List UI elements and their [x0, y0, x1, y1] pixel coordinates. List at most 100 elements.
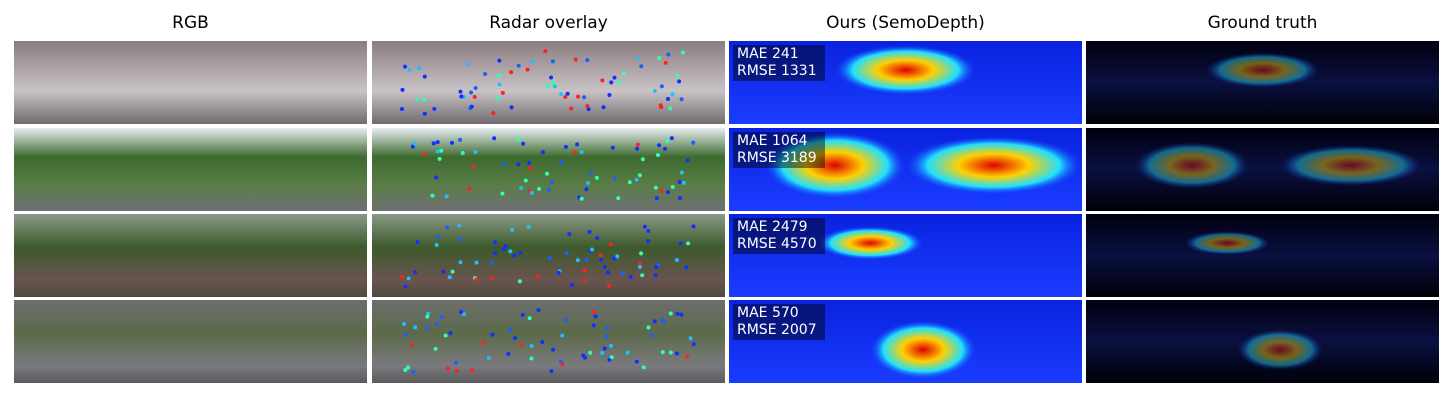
radar-point — [413, 325, 418, 330]
radar-point — [413, 141, 418, 146]
radar-point — [520, 313, 525, 318]
radar-point — [492, 136, 497, 141]
radar-point — [509, 70, 514, 75]
radar-point — [425, 314, 430, 319]
radar-point — [512, 253, 517, 258]
gt-blob — [1184, 231, 1270, 255]
radar-point — [634, 177, 639, 182]
gt-blob — [1135, 142, 1249, 189]
radar-point — [509, 105, 514, 110]
rmse-label: RMSE 2007 — [737, 322, 817, 338]
radar-point — [590, 247, 595, 252]
radar-point — [457, 223, 462, 228]
radar-point — [496, 96, 501, 101]
radar-point — [547, 256, 552, 261]
gt-blob — [1206, 52, 1319, 88]
radar-point — [640, 273, 645, 278]
radar-point — [469, 90, 474, 95]
radar-point — [612, 75, 617, 80]
radar-point — [609, 343, 614, 348]
radar-point — [688, 336, 693, 341]
radar-point — [490, 275, 495, 280]
radar-point — [679, 312, 684, 317]
radar-point — [659, 84, 664, 89]
radar-point — [407, 67, 412, 72]
column-title: RGB — [172, 13, 209, 33]
radar-point — [552, 84, 557, 89]
radar-point — [529, 344, 534, 349]
radar-point — [560, 362, 565, 367]
radar-point — [666, 52, 671, 57]
radar-point — [564, 250, 569, 255]
radar-point — [431, 141, 436, 146]
radar-point — [473, 150, 478, 155]
radar-point — [492, 240, 497, 245]
radar-point — [642, 224, 647, 229]
radar-point — [469, 104, 474, 109]
radar-point — [679, 97, 684, 102]
radar-point — [637, 173, 642, 178]
radar-point — [680, 50, 685, 55]
radar-point — [601, 105, 606, 110]
radar-point — [582, 268, 587, 273]
radar-point — [586, 180, 591, 185]
depth-blob — [817, 226, 924, 260]
radar-point — [508, 249, 513, 254]
radar-point — [653, 185, 658, 190]
radar-point — [595, 235, 600, 240]
radar-point — [474, 277, 479, 282]
radar-point — [523, 178, 528, 183]
radar-point — [425, 326, 430, 331]
radar-point — [493, 250, 498, 255]
radar-point — [646, 239, 651, 244]
radar-point — [435, 321, 440, 326]
radar-point — [489, 260, 494, 265]
radar-point — [491, 111, 496, 116]
radar-point — [403, 333, 408, 338]
radar-point — [585, 103, 590, 108]
radar-point — [610, 145, 615, 150]
radar-point — [459, 310, 464, 315]
radar-point — [435, 234, 440, 239]
radar-point — [439, 315, 444, 320]
radar-point — [426, 311, 431, 316]
radar-point — [508, 327, 513, 332]
radar-point — [422, 152, 427, 157]
radar-point — [639, 64, 644, 69]
depth-blob — [834, 45, 977, 95]
radar-image — [372, 128, 725, 211]
radar-point — [500, 90, 505, 95]
radar-point — [653, 273, 658, 278]
radar-point — [691, 224, 696, 229]
mae-label: MAE 2479 — [737, 219, 808, 235]
radar-point — [567, 232, 572, 237]
radar-point — [652, 89, 657, 94]
rgb-image — [14, 214, 367, 297]
radar-point — [665, 190, 670, 195]
radar-point — [483, 71, 488, 76]
radar-point — [621, 71, 626, 76]
radar-point — [458, 260, 463, 265]
radar-point — [662, 319, 667, 324]
radar-point — [560, 333, 565, 338]
radar-point — [579, 150, 584, 155]
radar-point — [527, 316, 532, 321]
radar-point — [576, 94, 581, 99]
radar-point — [670, 184, 675, 189]
radar-point — [549, 75, 554, 80]
radar-point — [663, 60, 668, 65]
radar-point — [443, 333, 448, 338]
radar-point — [422, 111, 427, 116]
depth-blob — [764, 132, 906, 199]
mae-label: MAE 570 — [737, 305, 799, 321]
rgb-image — [14, 41, 367, 124]
radar-point — [675, 311, 680, 316]
radar-point — [406, 276, 411, 281]
depth-blob — [905, 136, 1082, 195]
radar-point — [517, 279, 522, 284]
radar-point — [518, 250, 523, 255]
radar-point — [454, 369, 459, 374]
radar-point — [641, 365, 646, 370]
radar-point — [529, 190, 534, 195]
radar-point — [582, 278, 587, 283]
